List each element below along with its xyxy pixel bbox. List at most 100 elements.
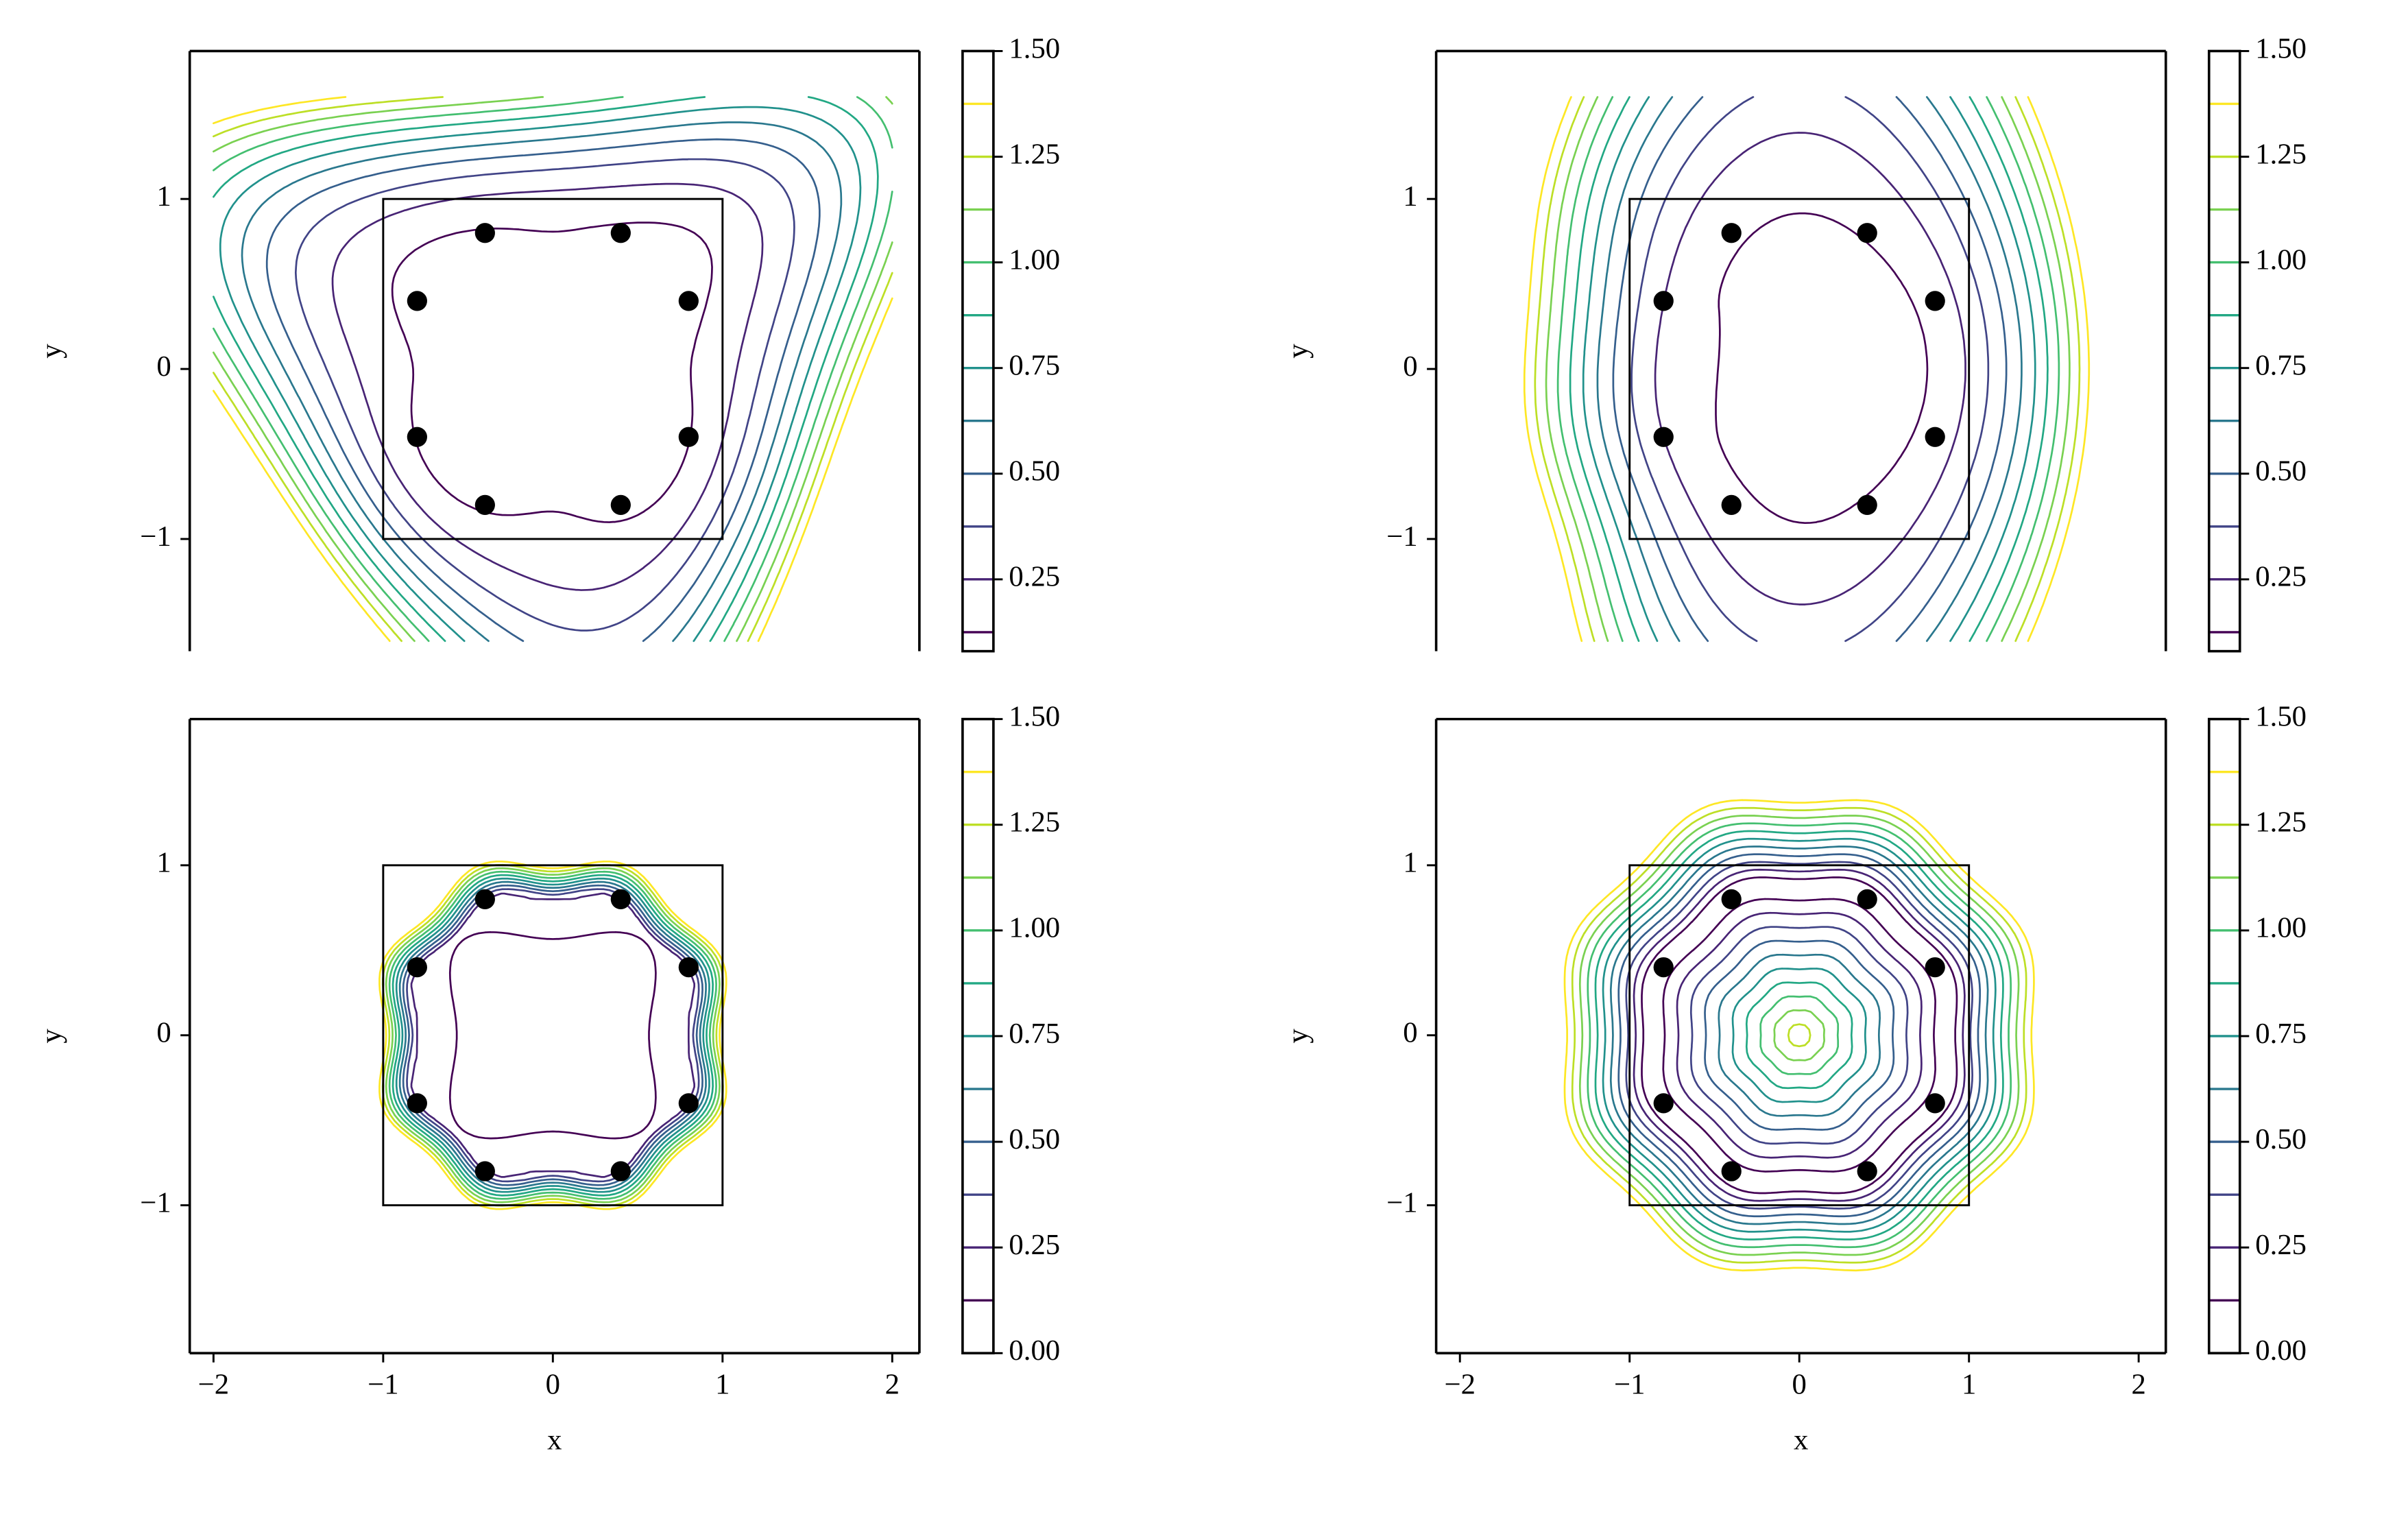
colorbar-tick-label: 1.50 <box>2255 700 2307 732</box>
y-tick-label: 1 <box>156 180 171 213</box>
colorbar-tick-label: 1.50 <box>1009 700 1060 732</box>
point <box>1653 957 1674 978</box>
point <box>1721 223 1742 243</box>
contour-line <box>1582 96 2036 643</box>
point <box>1653 291 1674 311</box>
contour-line <box>1602 837 1997 1233</box>
contour-line <box>1612 96 2008 643</box>
contour-line <box>378 860 727 1210</box>
x-tick-label: −2 <box>1445 1369 1476 1401</box>
y-tick-label: −1 <box>1386 1186 1417 1219</box>
y-axis-label: y <box>36 1029 68 1044</box>
reference-square <box>1628 197 1971 540</box>
contour-line <box>391 221 713 523</box>
y-axis-label: y <box>1281 344 1314 359</box>
contour-line <box>381 863 724 1207</box>
contour-line <box>1633 868 1966 1202</box>
point <box>1925 1093 1945 1114</box>
point <box>678 291 699 311</box>
contour-line <box>241 121 843 643</box>
y-tick-label: 1 <box>156 847 171 879</box>
contour-line <box>213 96 893 643</box>
contour-line <box>213 96 893 643</box>
x-tick-label: 0 <box>546 1369 560 1401</box>
colorbar-tick-label: 1.25 <box>2255 138 2307 170</box>
x-axis-label: x <box>1794 1424 1808 1456</box>
subplot: −1 0 1 −2 −1 0 1 2 x y 0.00 0.25 0.50 0.75 1.00 1.25 1.5… <box>1281 700 2307 1456</box>
colorbar-tick-label: 1.00 <box>1009 243 1060 276</box>
contour-line <box>1545 96 2071 643</box>
point <box>407 957 427 978</box>
x-tick-label: 1 <box>715 1369 730 1401</box>
x-tick-label: 1 <box>1962 1369 1976 1401</box>
colorbar-tick-label: 1.00 <box>1009 912 1060 944</box>
contour-line <box>385 867 721 1203</box>
contour-line <box>1534 96 2081 643</box>
colorbar-tick-label: 0.50 <box>2255 1123 2307 1155</box>
point <box>474 889 495 910</box>
contour-line <box>213 96 879 643</box>
x-axis-label: x <box>547 1424 562 1456</box>
subplot: −1 0 1 y 0.25 0.50 0.75 1.00 1.25 1.50 <box>1281 32 2307 653</box>
contour-line <box>1596 96 2023 643</box>
colorbar-tick-label: 0.25 <box>1009 561 1060 593</box>
plot-area <box>378 860 727 1210</box>
contour-line <box>213 96 893 643</box>
reference-square <box>382 197 724 540</box>
contour-line <box>1578 815 2020 1256</box>
contour-line <box>1617 853 1982 1218</box>
y-tick-label: −1 <box>1386 520 1417 553</box>
point <box>474 1161 495 1182</box>
contour-line <box>294 158 795 632</box>
colorbar-frame <box>961 49 995 653</box>
colorbar-frame <box>2207 49 2241 653</box>
subplot: −1 0 1 −2 −1 0 1 2 x y 0.00 0.25 0.50 0.75 1.00 1.25 1.5… <box>36 700 1061 1456</box>
point <box>1653 1093 1674 1114</box>
point <box>1857 1161 1877 1182</box>
x-tick-label: 0 <box>1792 1369 1807 1401</box>
contour-line <box>1571 806 2027 1264</box>
point <box>1857 223 1877 243</box>
contour-line <box>1563 799 2035 1272</box>
y-tick-label: 0 <box>156 1017 171 1049</box>
point <box>678 427 699 447</box>
colorbar-tick-label: 0.75 <box>1009 350 1060 382</box>
point <box>474 223 495 243</box>
point <box>610 494 631 516</box>
contour-line <box>410 892 696 1178</box>
reference-square <box>382 864 724 1207</box>
colorbar-tick-label: 0.75 <box>1009 1018 1060 1050</box>
contour-line <box>219 106 862 643</box>
colorbar-tick-label: 0.50 <box>2255 455 2307 488</box>
contour-line <box>388 870 717 1200</box>
subplot: −1 0 1 y 0.25 0.50 0.75 1.00 1.25 1.50 <box>36 32 1060 653</box>
point <box>1721 1161 1742 1182</box>
colorbar-tick-label: 1.00 <box>2255 243 2307 276</box>
point <box>610 889 631 910</box>
point <box>1721 494 1742 516</box>
point <box>678 1093 699 1114</box>
point <box>1925 291 1945 311</box>
point <box>1721 889 1742 910</box>
point <box>407 291 427 311</box>
point <box>1857 889 1877 910</box>
colorbar-tick-label: 0.50 <box>1009 1123 1060 1155</box>
y-tick-label: 1 <box>1403 847 1417 879</box>
colorbar-tick-label: 1.50 <box>2255 32 2307 64</box>
plot-area <box>213 96 893 643</box>
contour-line <box>392 874 714 1197</box>
colorbar-tick-label: 1.25 <box>1009 806 1060 839</box>
colorbar-tick-label: 0.75 <box>2255 350 2307 382</box>
contour-line <box>395 877 710 1193</box>
contour-line <box>1715 212 1929 525</box>
contour-line <box>331 182 764 591</box>
contour-line <box>402 884 703 1186</box>
x-tick-label: −2 <box>198 1369 229 1401</box>
point <box>1925 957 1945 978</box>
contour-line <box>1594 830 2004 1240</box>
contour-line <box>1609 846 1989 1225</box>
x-tick-label: 2 <box>885 1369 900 1401</box>
contour-line <box>406 888 700 1183</box>
contour-line <box>1523 96 2091 643</box>
